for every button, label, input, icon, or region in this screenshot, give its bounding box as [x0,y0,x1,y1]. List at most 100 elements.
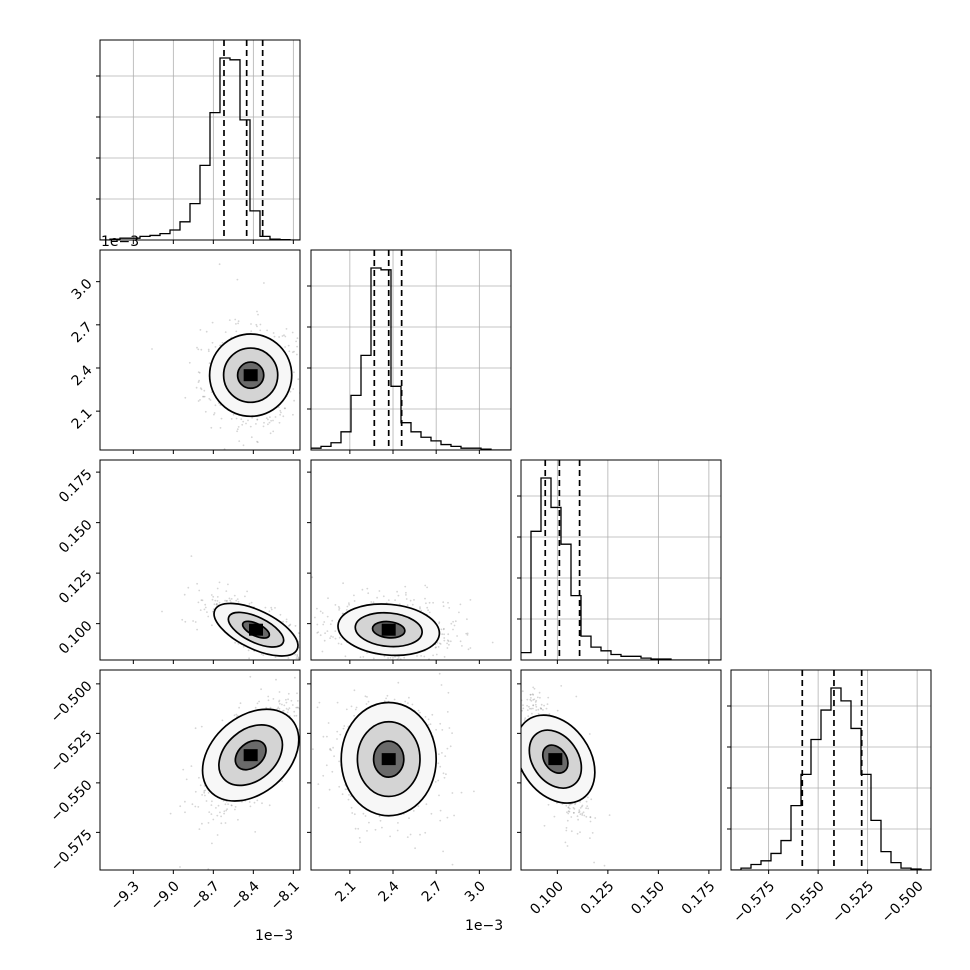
sample-point [322,774,325,777]
contour-line-3 [234,739,267,771]
axes-frame [99,39,301,241]
sample-point [296,700,299,702]
sample-point [329,623,332,626]
sample-point [281,335,284,337]
sample-point [227,583,229,586]
sample-point [437,646,440,648]
sample-point [334,604,337,606]
sample-point [237,600,240,603]
sample-point [539,696,541,699]
sample-point [309,655,311,657]
sample-point [287,692,290,695]
sample-point [317,631,320,634]
sample-point [285,698,287,701]
sample-point [295,706,298,709]
sample-point [234,318,237,321]
sample-point [439,819,442,822]
sample-point [210,813,213,815]
sample-point [439,765,442,768]
sample-point [389,657,392,659]
sample-point [256,799,259,802]
sample-point [236,430,239,433]
sample-point [312,615,314,617]
sample-point [345,609,348,611]
sample-point [246,590,249,593]
sample-point [214,346,217,348]
sample-point [285,618,288,621]
sample-point [327,597,329,600]
scatter-panel-p2-p3 [513,669,722,874]
sample-point [431,713,434,716]
sample-point [441,633,444,636]
sample-point [435,653,438,656]
sample-point [513,706,515,708]
sample-point [207,792,210,794]
sample-point [446,816,449,819]
sample-point [439,643,442,645]
sample-point [326,630,329,632]
sample-point [342,582,344,585]
sample-point [425,803,428,806]
sample-point [397,657,400,659]
sample-point [242,444,245,447]
sample-point [235,599,238,602]
sample-point [284,335,287,338]
sample-point [283,334,285,337]
sample-point [420,886,422,888]
panel-content [311,576,494,660]
sample-point [273,335,276,338]
sample-point [274,656,277,658]
sample-point [316,623,319,626]
sample-point [212,818,215,821]
sample-point [382,595,385,598]
sample-point [548,713,551,715]
sample-point [270,419,272,422]
sample-point [263,282,265,284]
sample-point [416,655,418,657]
sample-point [214,404,217,407]
sample-point [435,646,437,649]
sample-point [312,748,314,750]
sample-point [275,678,277,681]
sample-point [199,784,202,787]
sample-point [215,604,218,606]
sample-point [411,703,414,706]
axes-frame [730,669,932,871]
sample-point [529,693,532,696]
sample-point [374,828,377,831]
sample-point [365,703,368,705]
sample-point [220,815,223,818]
sample-point [216,600,219,602]
sample-point [385,697,387,700]
sample-point [408,696,410,699]
sample-point [237,642,240,645]
sample-point [337,605,340,608]
sample-point [272,430,275,433]
sample-point [442,628,445,631]
sample-point [364,695,367,698]
sample-point [447,601,449,604]
sample-point [278,699,281,702]
sample-point [194,805,197,808]
sample-point [442,605,445,608]
sample-point [276,662,278,664]
sample-point [308,670,310,672]
sample-point [587,796,589,799]
sample-point [203,790,206,792]
sample-point [236,714,239,717]
sample-point [215,807,217,809]
sample-point [392,657,394,659]
sample-point [223,812,226,815]
sample-point [411,603,414,606]
sample-point [417,805,420,808]
sample-point [459,640,462,643]
sample-point [465,632,468,635]
sample-point [321,650,324,653]
sample-point [321,666,323,668]
sample-point [437,779,440,782]
sample-point [573,812,575,814]
sample-point [239,702,242,705]
sample-point [545,707,548,710]
sample-point [268,610,271,613]
